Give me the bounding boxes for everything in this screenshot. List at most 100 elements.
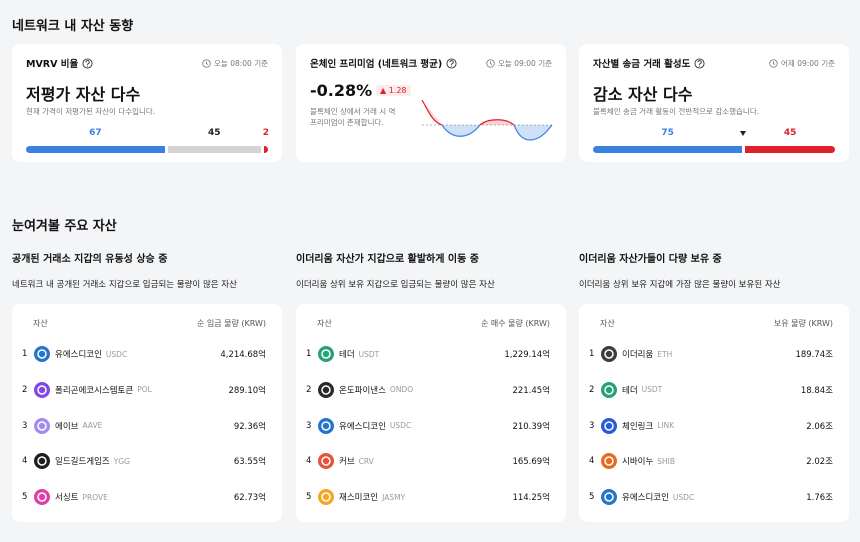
segment-label: 45	[783, 128, 797, 138]
asset-value: 114.25억	[512, 493, 550, 504]
asset-icon	[318, 381, 334, 398]
segment-label: 2	[262, 128, 270, 138]
sparkline-area-positive	[422, 100, 442, 125]
desc-line: 블록체인 송금 거래 활동이 전반적으로 감소했습니다.	[593, 107, 760, 116]
panel-desc: 이더리움 상위 보유 지갑으로 입금되는 물량이 많은 자산	[296, 280, 495, 290]
asset-row[interactable]: 2 테더 USDT 18.84조	[589, 380, 833, 400]
asset-name: 서싱트	[55, 493, 79, 504]
asset-ticker: YGG	[113, 456, 130, 466]
asset-ticker: USDC	[672, 492, 695, 502]
card-title: MVRV 비율	[26, 59, 79, 70]
asset-row[interactable]: 5 유에스디코인 USDC 1.76조	[589, 487, 833, 507]
card-desc: 블록체인 송금 거래 활동이 전반적으로 감소했습니다.	[593, 106, 759, 117]
column-header: 자산	[33, 319, 48, 328]
asset-value: 165.69억	[512, 457, 550, 468]
rank: 5	[22, 492, 28, 503]
asset-row[interactable]: 5 서싱트 PROVE 62.73억	[22, 487, 266, 507]
asset-row[interactable]: 3 체인링크 LINK 2.06조	[589, 416, 833, 436]
asset-row[interactable]: 5 재스미코인 JASMY 114.25억	[306, 487, 550, 507]
asset-ticker: USDT	[641, 385, 663, 395]
panel-title: 이더리움 자산가 지갑으로 활발하게 이동 중	[296, 254, 480, 265]
premium-sparkline	[421, 99, 553, 141]
asset-icon	[318, 453, 334, 470]
asset-name: 온도파이낸스	[339, 385, 386, 396]
card-title: 자산별 송금 거래 활성도	[593, 59, 691, 70]
asset-row[interactable]: 4 일드길드게임즈 YGG 63.55억	[22, 451, 266, 471]
card-time-row: 오늘 08:00 기준	[202, 58, 268, 69]
column-header: 자산	[317, 319, 332, 328]
bar-segment: 2	[262, 126, 270, 153]
asset-icon	[318, 417, 334, 434]
column-header: 순 매수 물량 (KRW)	[480, 319, 550, 328]
asset-name: 유에스디코인	[622, 493, 669, 504]
asset-row[interactable]: 3 유에스디코인 USDC 210.39억	[306, 416, 550, 436]
asset-row[interactable]: 1 유에스디코인 USDC 4,214.68억	[22, 344, 266, 364]
asset-ticker: POL	[137, 385, 152, 395]
asset-row[interactable]: 2 온도파이낸스 ONDO 221.45억	[306, 380, 550, 400]
card-title-row: 온체인 프리미엄 (네트워크 평균)	[310, 56, 457, 70]
card-title-row: MVRV 비율	[26, 56, 93, 70]
asset-name: 유에스디코인	[339, 421, 386, 432]
asset-row[interactable]: 4 시바이누 SHIB 2.02조	[589, 451, 833, 471]
asset-name: 커브	[339, 457, 355, 468]
clock-icon	[202, 59, 211, 68]
help-icon[interactable]	[446, 57, 457, 69]
bar-segment: 67	[26, 126, 165, 153]
asset-name: 에이브	[55, 421, 79, 432]
asset-name: 폴리곤에코시스템토큰	[55, 385, 134, 396]
panel-title: 공개된 거래소 지갑의 유동성 상승 중	[12, 254, 168, 265]
segment-bar	[263, 146, 268, 153]
asset-row[interactable]: 1 테더 USDT 1,229.14억	[306, 344, 550, 364]
asset-name: 재스미코인	[339, 493, 379, 504]
asset-ticker: USDT	[358, 349, 380, 359]
asset-value: 63.55억	[233, 457, 266, 468]
asset-value: 1.76조	[806, 493, 833, 504]
asset-value: 92.36억	[233, 421, 266, 432]
asset-icon	[601, 381, 617, 398]
card-headline: 저평가 자산 다수	[26, 85, 141, 104]
asset-row[interactable]: 4 커브 CRV 165.69억	[306, 451, 550, 471]
asset-value: 2.02조	[806, 457, 833, 468]
clock-icon	[486, 59, 495, 68]
rank: 1	[589, 349, 595, 359]
asset-icon	[601, 417, 617, 434]
asset-table: 자산 보유 물량 (KRW) 1 이더리움 ETH 189.74조 2 테더 USDT 18.84…	[579, 304, 849, 522]
card: 온체인 프리미엄 (네트워크 평균) 오늘 09:00 기준 -0.28% ▲ 1.2…	[296, 44, 566, 162]
bar-segment: 45	[745, 126, 835, 153]
rank: 1	[306, 349, 312, 359]
asset-row[interactable]: 3 에이브 AAVE 92.36억	[22, 416, 266, 436]
asset-ticker: LINK	[657, 421, 675, 431]
asset-value: 221.45억	[512, 385, 550, 396]
asset-name: 테더	[339, 350, 355, 360]
asset-name: 테더	[622, 385, 638, 396]
card-desc: 블록체인 상에서 거래 시 역 프리미엄이 존재합니다.	[310, 106, 395, 128]
card-time-row: 어제 09:00 기준	[769, 58, 835, 69]
asset-name: 유에스디코인	[55, 350, 102, 360]
help-icon[interactable]	[82, 57, 93, 69]
rank: 5	[589, 492, 595, 503]
card-time: 오늘 09:00 기준	[498, 59, 552, 68]
asset-row[interactable]: 2 폴리곤에코시스템토큰 POL 289.10억	[22, 380, 266, 400]
asset-ticker: PROVE	[82, 492, 108, 502]
asset-name: 일드길드게임즈	[55, 457, 110, 468]
rank: 5	[306, 492, 312, 503]
help-icon[interactable]	[694, 57, 705, 69]
card-headline: 감소 자산 다수	[593, 85, 693, 104]
desc-line: 블록체인 상에서 거래 시 역	[310, 107, 396, 116]
bar-segment: 75	[593, 126, 743, 153]
asset-value: 4,214.68억	[220, 350, 266, 360]
asset-ticker: CRV	[358, 456, 374, 466]
panel-desc: 네트워크 내 공개된 거래소 지갑으로 입금되는 물량이 많은 자산	[12, 280, 237, 290]
column-header: 자산	[600, 319, 615, 328]
clock-icon	[769, 59, 778, 68]
asset-row[interactable]: 1 이더리움 ETH 189.74조	[589, 344, 833, 364]
asset-icon	[34, 489, 50, 506]
asset-table: 자산 순 매수 물량 (KRW) 1 테더 USDT 1,229.14억 2 온도파이낸스 ON…	[296, 304, 566, 522]
card-time: 어제 09:00 기준	[781, 59, 835, 68]
column-header: 보유 물량 (KRW)	[773, 319, 833, 328]
rank: 1	[22, 349, 28, 359]
card-time-row: 오늘 09:00 기준	[486, 58, 552, 69]
sparkline-area-negative	[442, 125, 552, 141]
